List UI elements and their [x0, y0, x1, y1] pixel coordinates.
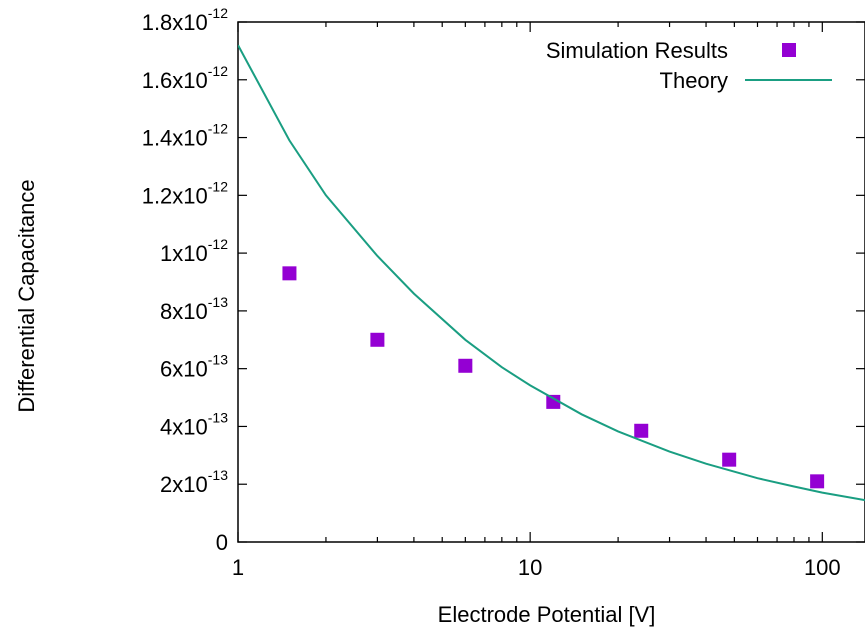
- x-tick-label: 100: [804, 555, 841, 580]
- y-tick-label: 2x10-13: [160, 467, 228, 497]
- y-tick-label: 6x10-13: [160, 352, 228, 382]
- plot-frame: [237, 21, 865, 543]
- legend: Simulation Results Theory: [546, 38, 832, 93]
- y-tick-label: 1.6x10-12: [142, 63, 229, 93]
- x-axis-label: Electrode Potential [V]: [438, 602, 656, 627]
- y-axis-ticks: 0 2x10-13 4x10-13 6x10-13 8x10-13 1x10-12 1.2x…: [142, 5, 865, 555]
- simulation-point: [722, 452, 737, 467]
- y-tick-label: 4x10-13: [160, 409, 228, 439]
- theory-line: [238, 44, 865, 502]
- series-layer: [238, 44, 865, 502]
- y-tick-label: 1x10-12: [160, 236, 228, 266]
- simulation-point: [458, 358, 473, 373]
- simulation-point: [546, 394, 561, 409]
- x-tick-label: 1: [232, 555, 244, 580]
- simulation-point: [810, 474, 825, 489]
- legend-square-swatch: [782, 43, 796, 57]
- y-tick-label: 0: [216, 530, 228, 555]
- simulation-point: [370, 332, 385, 347]
- simulation-point: [634, 423, 649, 438]
- y-axis-label: Differential Capacitance: [14, 179, 39, 412]
- y-tick-label: 1.4x10-12: [142, 121, 229, 151]
- x-axis-ticks: 1 10 100: [232, 22, 841, 580]
- y-tick-label: 1.2x10-12: [142, 178, 229, 208]
- plot-area: 0 2x10-13 4x10-13 6x10-13 8x10-13 1x10-12 1.2x…: [142, 5, 865, 580]
- x-tick-label: 10: [518, 555, 542, 580]
- legend-label: Simulation Results: [546, 38, 728, 63]
- legend-label: Theory: [660, 68, 728, 93]
- simulation-point: [282, 266, 297, 281]
- y-tick-label: 1.8x10-12: [142, 5, 229, 35]
- y-tick-label: 8x10-13: [160, 294, 228, 324]
